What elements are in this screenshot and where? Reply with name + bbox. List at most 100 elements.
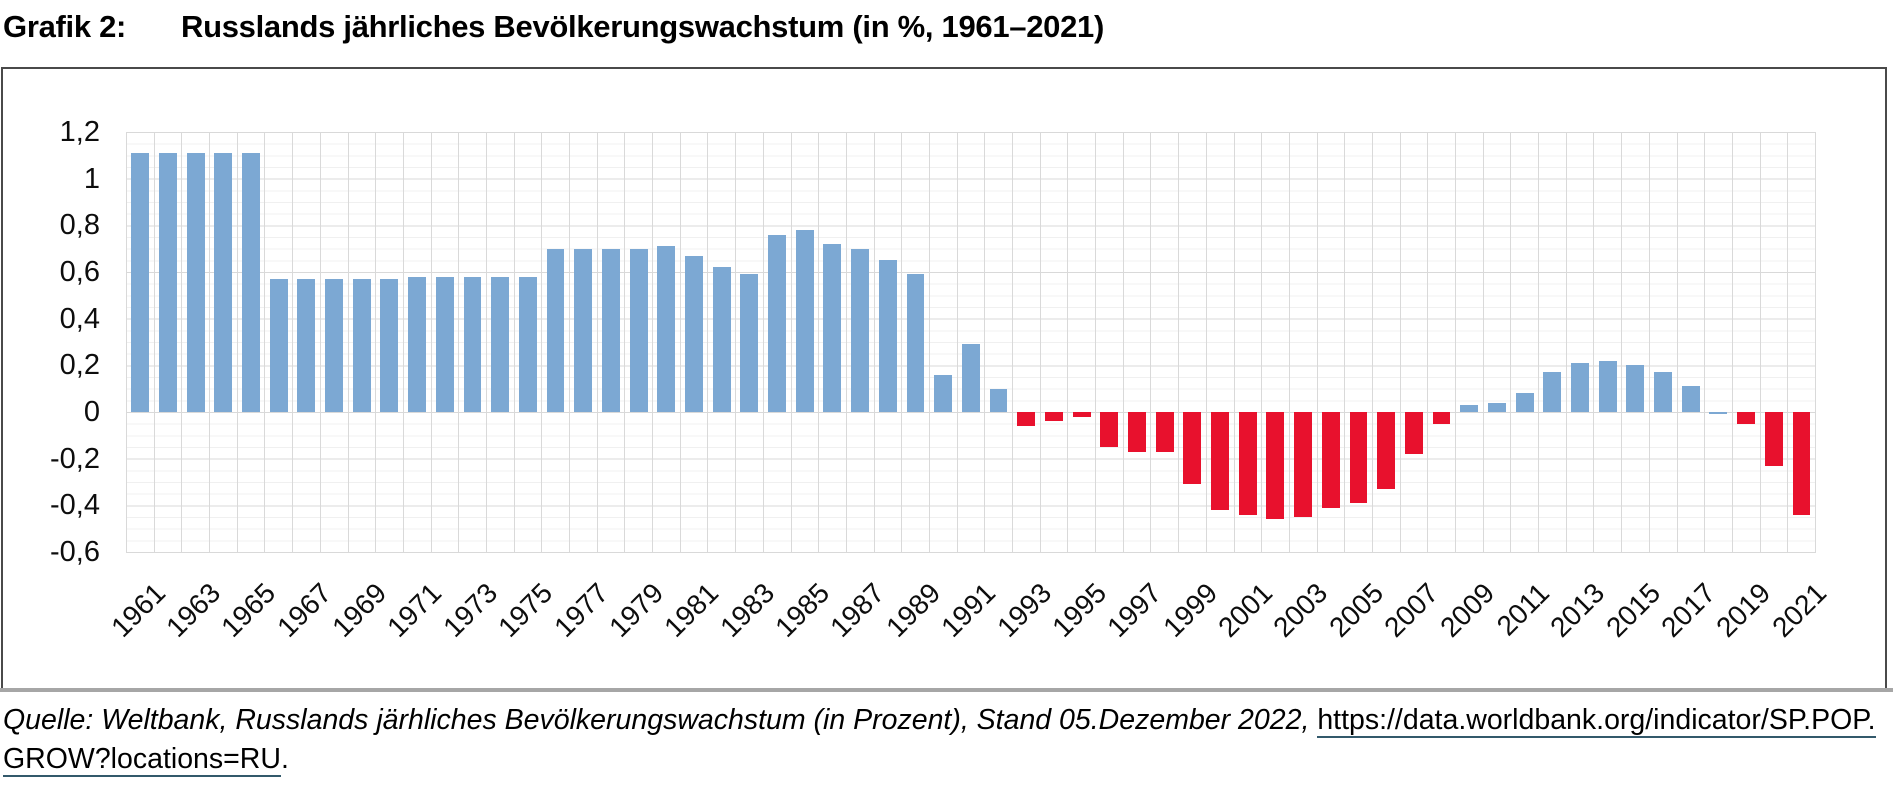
figure-label: Grafik 2:	[3, 9, 127, 44]
x-tick-label-1971: 1971	[381, 577, 448, 643]
bar-2020	[1764, 412, 1783, 466]
category-slot-2011	[1510, 132, 1538, 552]
x-tick-label-2009: 2009	[1433, 577, 1500, 643]
bar-2016	[1654, 372, 1672, 412]
category-slot-1997	[1122, 132, 1151, 552]
bar-1979	[629, 248, 648, 412]
bar-2010	[1487, 402, 1506, 412]
source-link-line2[interactable]: GROW?locations=RU	[3, 743, 281, 777]
category-slot-1999	[1178, 132, 1206, 552]
source-note: Quelle: Weltbank, Russlands järhliches B…	[3, 701, 1889, 779]
category-slot-1976	[541, 132, 569, 552]
category-slot-2000	[1205, 132, 1234, 552]
y-tick-label--0,6: -0,6	[50, 536, 100, 568]
category-slot-1994	[1039, 132, 1068, 552]
bar-1996	[1100, 412, 1119, 447]
category-slot-2009	[1455, 132, 1483, 552]
category-slot-1966	[264, 132, 292, 552]
x-tick-label-1963: 1963	[160, 577, 227, 643]
horizontal-divider	[0, 688, 1893, 692]
x-tick-label-1975: 1975	[492, 577, 559, 643]
bar-2015	[1626, 365, 1645, 412]
bar-2021	[1792, 412, 1811, 515]
bar-1987	[851, 248, 870, 412]
category-slot-2007	[1399, 132, 1428, 552]
bar-1975	[518, 276, 537, 412]
category-slot-1982	[707, 132, 735, 552]
category-slot-1978	[596, 132, 625, 552]
category-slot-1971	[402, 132, 431, 552]
bar-1982	[712, 267, 731, 412]
bar-2012	[1543, 372, 1562, 412]
bar-2019	[1737, 412, 1756, 424]
bar-1974	[491, 276, 510, 412]
x-tick-label-1995: 1995	[1046, 577, 1113, 643]
category-slot-2013	[1565, 132, 1594, 552]
bar-1963	[186, 153, 205, 412]
bar-2005	[1349, 412, 1368, 503]
bar-1998	[1155, 412, 1174, 452]
bar-1971	[408, 276, 427, 412]
category-slot-1991	[956, 132, 985, 552]
x-tick-label-1969: 1969	[326, 577, 393, 643]
category-slot-1981	[679, 132, 708, 552]
category-slot-1985	[790, 132, 819, 552]
source-suffix: .	[280, 743, 289, 775]
category-slot-1988	[873, 132, 902, 552]
x-tick-label-1981: 1981	[658, 577, 725, 643]
y-tick-label-0,6: 0,6	[59, 256, 100, 288]
y-tick-label-0,8: 0,8	[59, 209, 100, 242]
bar-1970	[380, 279, 399, 412]
category-slot-1965	[236, 132, 265, 552]
bar-1997	[1128, 412, 1146, 452]
category-slot-2004	[1316, 132, 1345, 552]
category-slot-1987	[845, 132, 874, 552]
category-slot-1984	[762, 132, 791, 552]
x-tick-label-2007: 2007	[1378, 577, 1445, 643]
x-tick-label-2005: 2005	[1323, 577, 1390, 643]
category-slot-1980	[652, 132, 680, 552]
x-tick-label-1993: 1993	[990, 577, 1057, 643]
bar-1991	[961, 344, 980, 412]
category-slot-1963	[181, 132, 209, 552]
x-tick-label-1983: 1983	[713, 577, 780, 643]
category-slot-2002	[1261, 132, 1289, 552]
bar-1976	[546, 248, 565, 412]
bar-1978	[601, 248, 620, 412]
bar-2014	[1598, 360, 1617, 412]
bar-1994	[1044, 412, 1063, 422]
bar-1964	[214, 153, 233, 412]
y-tick-label-0: 0	[83, 396, 100, 428]
bar-2004	[1321, 412, 1340, 508]
category-slot-2020	[1759, 132, 1788, 552]
source-link-line1[interactable]: https://data.worldbank.org/indicator/SP.…	[1317, 704, 1876, 738]
bar-1984	[768, 234, 786, 412]
category-slot-1989	[901, 132, 929, 552]
bar-1989	[906, 274, 925, 412]
category-slot-2018	[1704, 132, 1732, 552]
category-slot-2021	[1787, 132, 1815, 552]
x-tick-label-2003: 2003	[1267, 577, 1334, 643]
x-tick-label-2015: 2015	[1599, 577, 1666, 643]
bar-2013	[1571, 363, 1589, 412]
source-text: Quelle: Weltbank, Russlands järhliches B…	[3, 704, 1318, 736]
y-tick-label-1: 1	[83, 162, 100, 195]
bar-1983	[740, 274, 759, 412]
x-tick-label-1991: 1991	[935, 577, 1002, 643]
bar-1969	[352, 279, 371, 412]
category-slot-1977	[569, 132, 597, 552]
x-tick-label-1985: 1985	[769, 577, 836, 643]
category-slot-1975	[513, 132, 542, 552]
bar-1961	[131, 153, 150, 412]
category-slot-1995	[1067, 132, 1095, 552]
bar-1995	[1072, 412, 1091, 417]
category-slot-1992	[984, 132, 1012, 552]
category-slot-1998	[1150, 132, 1178, 552]
bar-2006	[1377, 412, 1396, 489]
x-tick-label-1979: 1979	[603, 577, 670, 643]
category-slot-2016	[1648, 132, 1677, 552]
bar-2018	[1709, 412, 1728, 415]
category-slot-2006	[1371, 132, 1400, 552]
x-tick-label-1973: 1973	[437, 577, 504, 643]
